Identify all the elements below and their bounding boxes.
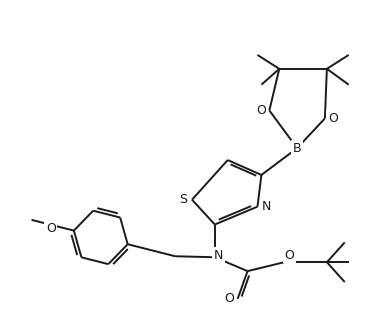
Text: B: B <box>293 142 301 155</box>
Text: O: O <box>224 292 234 305</box>
Text: O: O <box>46 222 56 234</box>
Text: N: N <box>214 249 223 262</box>
Text: O: O <box>284 249 294 262</box>
Text: N: N <box>262 200 271 213</box>
Text: O: O <box>328 112 338 125</box>
Text: O: O <box>256 104 266 117</box>
Text: S: S <box>179 193 187 206</box>
